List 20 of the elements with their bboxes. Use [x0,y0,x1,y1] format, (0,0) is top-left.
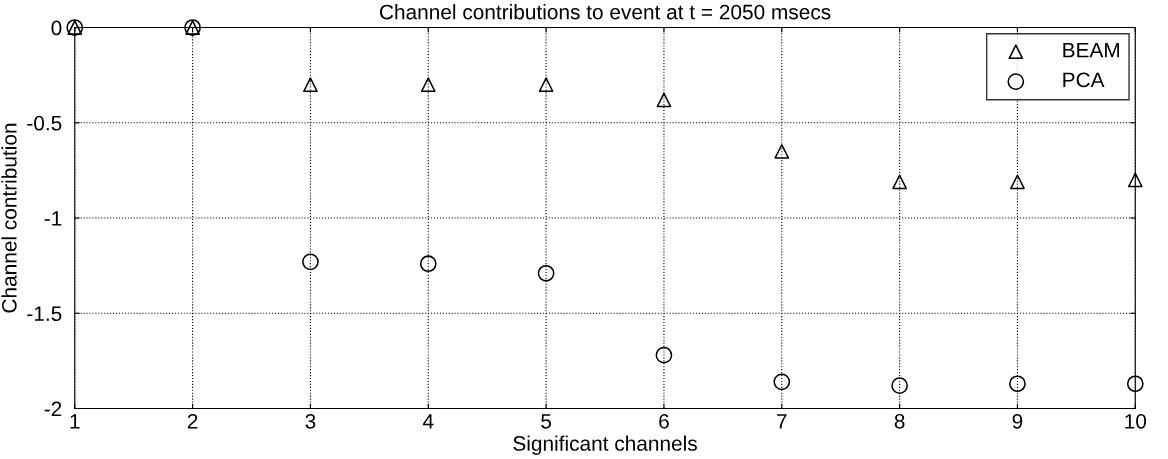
x-tick-label: 3 [305,413,316,429]
legend-label: BEAM [1063,42,1119,58]
x-tick-label: 7 [777,414,787,429]
y-tick-label: -1.5 [27,306,62,322]
y-axis-title: Channel contribution [1,123,17,313]
x-tick-label: 4 [422,414,434,429]
x-tick-label: 5 [541,414,552,429]
x-axis-title: Significant channels [513,435,697,455]
x-tick-label: 6 [659,413,669,429]
legend-label: PCA [1063,72,1105,88]
x-tick-label: 8 [894,413,905,429]
y-tick-label: 0 [51,20,62,36]
y-tick-label: -0.5 [27,115,62,131]
y-tick-label: -2 [44,401,62,417]
x-tick-label: 1 [70,414,80,429]
y-tick-label: -1 [44,211,62,226]
x-tick-label: 9 [1012,413,1023,429]
x-tick-label: 10 [1125,413,1147,429]
chart-title: Channel contributions to event at t = 2050 msecs [379,4,831,20]
x-tick-label: 2 [187,413,198,429]
